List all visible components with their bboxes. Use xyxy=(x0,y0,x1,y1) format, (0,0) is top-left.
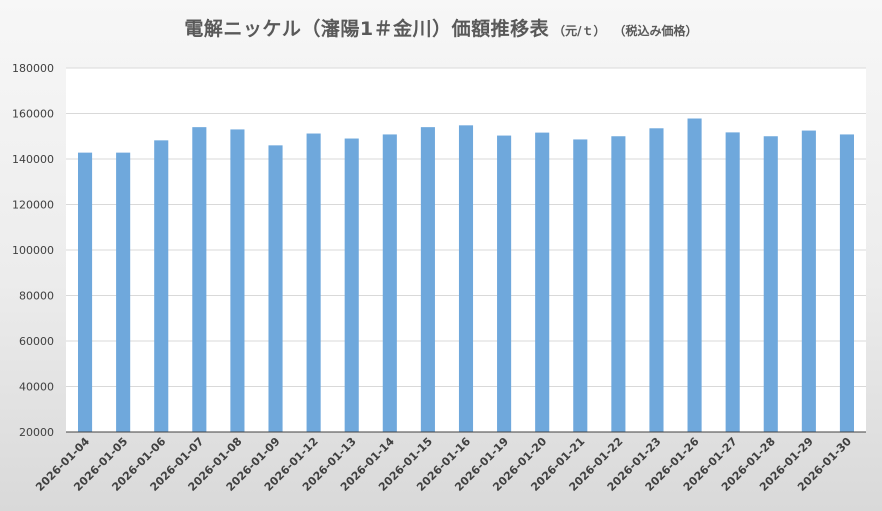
y-tick-label: 40000 xyxy=(19,381,54,394)
y-tick-label: 140000 xyxy=(12,153,54,166)
bar xyxy=(573,139,588,432)
y-tick-label: 60000 xyxy=(19,335,54,348)
chart-title: 電解ニッケル（瀋陽1＃金川）価額推移表 xyxy=(184,18,550,40)
bar xyxy=(649,128,664,432)
bar xyxy=(306,133,321,432)
y-tick-label: 120000 xyxy=(12,199,54,212)
bar xyxy=(687,118,702,432)
bar xyxy=(611,136,626,432)
bar xyxy=(192,127,207,433)
bar xyxy=(78,152,93,432)
chart-unit: （元/ｔ） xyxy=(553,24,606,38)
y-tick-label: 100000 xyxy=(12,244,54,257)
bar xyxy=(725,132,740,432)
y-tick-label: 20000 xyxy=(19,426,54,439)
bar xyxy=(230,129,245,433)
bar xyxy=(839,134,854,432)
bar xyxy=(382,134,397,432)
y-tick-label: 80000 xyxy=(19,290,54,303)
bar xyxy=(535,132,550,433)
bar xyxy=(154,140,169,432)
y-tick-label: 160000 xyxy=(12,108,54,121)
bar xyxy=(763,136,778,432)
bar xyxy=(268,145,283,432)
y-tick-label: 180000 xyxy=(12,62,54,75)
bar xyxy=(420,127,435,433)
bar xyxy=(344,138,359,432)
bar xyxy=(458,125,474,432)
bar xyxy=(801,130,816,432)
chart-note: （税込み価格） xyxy=(619,24,698,38)
bar xyxy=(116,152,131,432)
chart-title-block: 電解ニッケル（瀋陽1＃金川）価額推移表 （元/ｔ） （税込み価格） xyxy=(0,14,882,41)
bar xyxy=(497,135,512,432)
